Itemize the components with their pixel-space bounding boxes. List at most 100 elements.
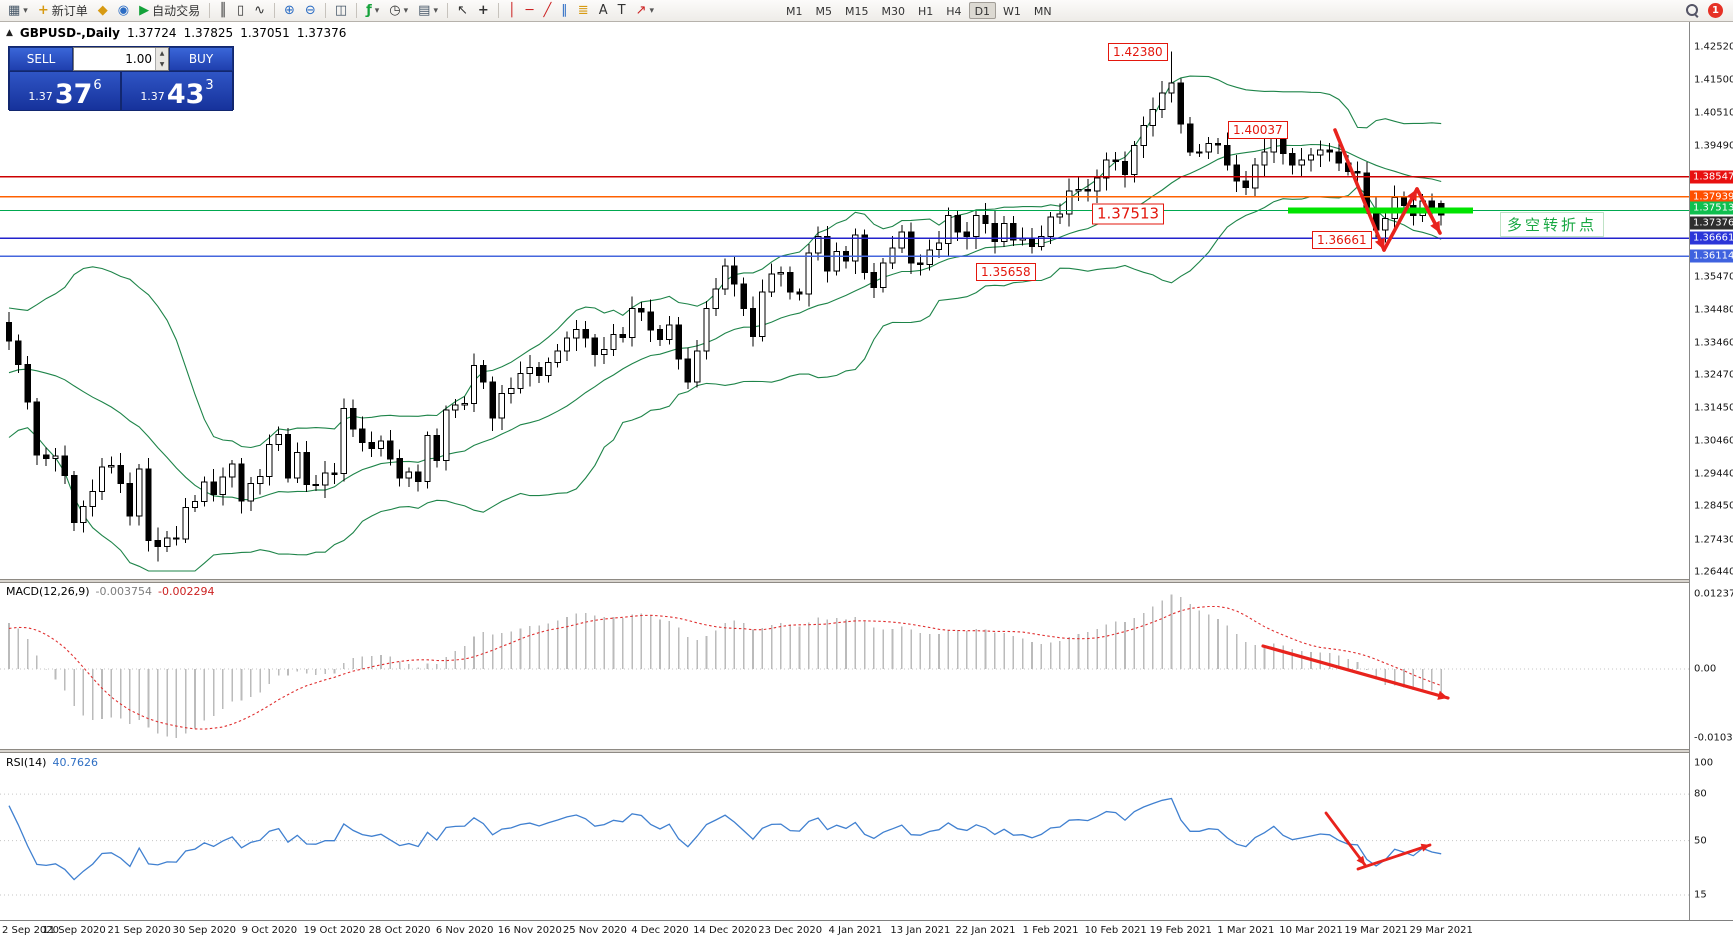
line-chart-button[interactable]: ∿ <box>250 2 269 20</box>
trend-arrow-head <box>1420 843 1430 852</box>
candle-body <box>173 537 180 540</box>
candle-body <box>1177 82 1184 125</box>
timeframe-button-d1[interactable]: D1 <box>968 2 997 19</box>
periods-clock-icon: ◷ <box>389 3 401 18</box>
volume-up-icon[interactable]: ▲ <box>156 48 168 59</box>
bar-chart-button[interactable]: ║ <box>215 2 231 20</box>
candle-body <box>768 273 775 293</box>
autotrade-button[interactable]: ▶ 自动交易 <box>135 2 204 20</box>
sell-price-small: 1.37 <box>28 90 53 103</box>
price-axis-label: 1.32470 <box>1694 369 1733 381</box>
trend-arrow-line[interactable] <box>1356 843 1432 871</box>
periods-button[interactable]: ◷ ▾ <box>385 2 412 20</box>
date-label: 13 Jan 2021 <box>890 925 951 936</box>
indicators-button[interactable]: ƒ ▾ <box>362 2 383 20</box>
candle-body <box>1196 151 1203 154</box>
candle-body <box>740 283 747 309</box>
candle-body <box>405 471 413 479</box>
volume-value[interactable]: 1.00 <box>125 52 152 66</box>
fibonacci-tool-button[interactable]: ≣ <box>574 2 593 20</box>
timeframe-button-m1[interactable]: M1 <box>786 5 803 18</box>
price-tag: 1.37376 <box>1690 216 1733 230</box>
new-order-button[interactable]: + 新订单 <box>34 2 92 20</box>
zoom-in-button[interactable]: ⊕ <box>280 2 299 20</box>
date-label: 19 Oct 2020 <box>303 925 366 936</box>
date-label: 2 Sep 2020 <box>2 925 60 936</box>
buy-button[interactable]: BUY <box>169 47 233 71</box>
candle-body <box>1066 190 1073 215</box>
sell-price-button[interactable]: 1.37 37 6 <box>9 71 121 111</box>
macd-panel-layer <box>0 594 1689 738</box>
bollinger-middle-band <box>8 143 1442 501</box>
candle-body <box>461 403 468 406</box>
panel-separator[interactable] <box>0 579 1733 583</box>
line-chart-icon: ∿ <box>254 3 265 18</box>
date-label: 4 Dec 2020 <box>631 925 689 936</box>
candle-body <box>852 234 859 262</box>
candle-body <box>480 365 487 383</box>
candle-body <box>935 242 943 251</box>
trend-arrow-line[interactable] <box>1261 644 1450 700</box>
timeframe-group: M1 M5 M15 M30 H1 H4 D1 W1 MN <box>780 2 1058 19</box>
candle-body <box>368 442 375 450</box>
date-label: 16 Nov 2020 <box>497 925 562 936</box>
annotation-note[interactable]: 多空转折点 <box>1500 212 1605 237</box>
timeframe-button-mn[interactable]: MN <box>1033 5 1052 18</box>
timeframe-button-h1[interactable]: H1 <box>918 5 934 18</box>
market-watch-button[interactable]: ◆ <box>94 2 112 20</box>
volume-input[interactable]: 1.00 ▲ ▼ <box>73 47 169 71</box>
candlestick-chart-button[interactable]: ▯ <box>233 2 248 20</box>
arrows-tool-button[interactable]: ↗ ▾ <box>632 2 658 20</box>
trend-arrow-head <box>1437 690 1448 700</box>
trendline-tool-button[interactable]: ╱ <box>539 2 555 20</box>
new-chart-button[interactable]: ▦ ▾ <box>4 2 32 20</box>
support-zone-segment[interactable] <box>1288 207 1473 214</box>
one-click-trading-panel: SELL 1.00 ▲ ▼ BUY 1.37 37 6 1.37 43 3 <box>8 46 234 111</box>
text-tool-button[interactable]: A <box>595 2 612 20</box>
candle-body <box>70 474 78 524</box>
volume-down-icon[interactable]: ▼ <box>156 59 168 70</box>
timeframe-button-h4[interactable]: H4 <box>946 5 962 18</box>
date-label: 22 Jan 2021 <box>955 925 1016 936</box>
rsi-name: RSI(14) <box>6 756 47 769</box>
candle-body <box>1205 143 1212 153</box>
trend-arrow-line[interactable] <box>1324 811 1367 867</box>
candle-body <box>610 334 617 350</box>
cursor-tool-button[interactable]: ↖ <box>453 2 472 20</box>
timeframe-button-m5[interactable]: M5 <box>815 5 833 18</box>
oct-toggle-icon[interactable]: ▲ <box>6 28 13 38</box>
vertical-line-tool-button[interactable]: │ <box>504 2 520 20</box>
trend-arrow-line[interactable] <box>1333 128 1386 252</box>
candle-body <box>470 365 478 405</box>
timeframe-button-m30[interactable]: M30 <box>881 5 906 18</box>
date-label: 10 Feb 2021 <box>1084 925 1147 936</box>
tile-windows-button[interactable]: ◫ <box>331 2 351 20</box>
date-label: 1 Mar 2021 <box>1217 925 1275 936</box>
sell-button[interactable]: SELL <box>9 47 73 71</box>
notification-badge[interactable]: 1 <box>1708 3 1723 18</box>
panel-separator[interactable] <box>0 749 1733 753</box>
candle-body <box>1224 144 1231 166</box>
trend-arrow-line[interactable] <box>1382 187 1419 252</box>
timeframe-button-m15[interactable]: M15 <box>845 5 869 18</box>
label-tool-button[interactable]: T <box>614 2 630 20</box>
horizontal-line-tool-button[interactable]: ─ <box>522 2 538 20</box>
buy-price-button[interactable]: 1.37 43 3 <box>121 71 233 111</box>
candle-body <box>498 393 506 419</box>
refresh-button[interactable]: ◉ <box>114 2 133 20</box>
search-icon[interactable] <box>1686 4 1699 17</box>
toolbar-separator <box>324 3 326 18</box>
timeframe-button-w1[interactable]: W1 <box>1003 5 1021 18</box>
candle-body <box>628 308 636 339</box>
tile-windows-icon: ◫ <box>334 3 348 18</box>
candle-body <box>89 491 96 507</box>
crosshair-tool-button[interactable]: + <box>474 2 493 20</box>
candle-body <box>43 454 50 460</box>
candle-body <box>117 465 124 485</box>
indicators-icon: ƒ <box>366 3 372 18</box>
candle-body <box>1382 218 1389 231</box>
templates-button[interactable]: ▤ ▾ <box>414 2 442 20</box>
zoom-out-button[interactable]: ⊖ <box>301 2 320 20</box>
channel-tool-button[interactable]: ∥ <box>557 2 572 20</box>
